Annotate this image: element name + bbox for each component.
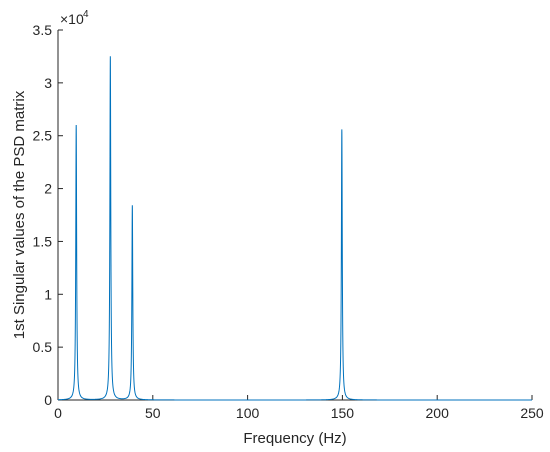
- x-tick-label: 0: [54, 405, 62, 421]
- y-tick-label: 1: [44, 286, 52, 302]
- y-ticks: 0 0.5 1 1.5 2 2.5 3 3.5: [33, 22, 63, 408]
- y-tick-label: 2.5: [33, 128, 53, 144]
- y-axis-title: 1st Singular values of the PSD matrix: [11, 90, 28, 339]
- axes: [57, 30, 532, 401]
- x-tick-label: 150: [331, 405, 355, 421]
- x-tick-label: 200: [426, 405, 450, 421]
- x-tick-label: 250: [520, 405, 544, 421]
- y-exponent-label: ×10: [60, 11, 84, 27]
- y-tick-label: 3: [44, 75, 52, 91]
- y-tick-label: 2: [44, 181, 52, 197]
- x-ticks: 0 50 100 150 200 250: [54, 395, 544, 421]
- y-tick-label: 3.5: [33, 22, 53, 38]
- x-tick-label: 50: [145, 405, 161, 421]
- x-axis-title: Frequency (Hz): [243, 430, 346, 447]
- x-tick-label: 100: [236, 405, 260, 421]
- plot-series: [57, 56, 532, 401]
- y-tick-label: 0: [44, 392, 52, 408]
- y-tick-label: 0.5: [33, 339, 53, 355]
- y-tick-label: 1.5: [33, 233, 53, 249]
- psd-singular-value-line: [57, 56, 532, 401]
- y-exponent-power: 4: [83, 9, 89, 20]
